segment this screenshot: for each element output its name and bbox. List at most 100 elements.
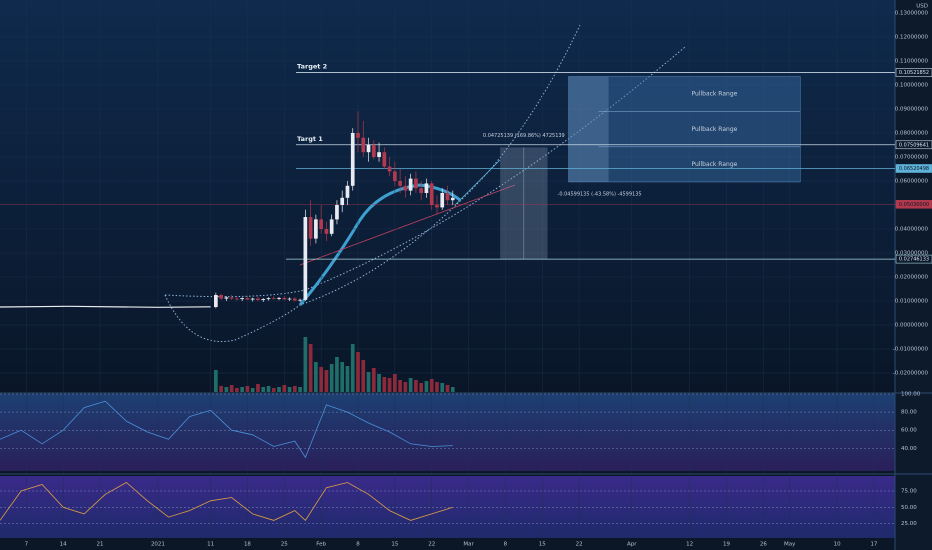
volume-bar	[245, 386, 250, 392]
level-label: 0.05030000	[899, 202, 929, 208]
candle-body	[266, 298, 271, 300]
volume-bar	[366, 372, 371, 392]
osc-tick-label: 60.00	[901, 428, 917, 434]
measure-label: -0.04599135 (-43.58%) -4599135	[558, 192, 642, 198]
volume-bar	[424, 381, 429, 392]
y-tick-label: 0.08000000	[895, 130, 929, 136]
trend-line	[299, 184, 516, 266]
osc-tick-label: 100.00	[901, 392, 921, 398]
volume-bar	[335, 357, 339, 392]
candle-body	[324, 229, 329, 234]
volume-bar	[450, 387, 455, 392]
candle-body	[340, 197, 345, 206]
candle-body	[408, 178, 413, 191]
candle-body	[356, 132, 360, 138]
volume-bar	[319, 367, 323, 392]
candle-body	[219, 295, 223, 299]
candle-body	[398, 180, 402, 186]
y-tick-label: 0.04000000	[895, 227, 929, 233]
y-tick-label: 0.07000000	[895, 154, 929, 160]
volume-bar	[250, 388, 255, 392]
volume-bar	[361, 360, 366, 392]
x-tick-label: 8	[356, 542, 360, 548]
candle-body	[393, 171, 397, 181]
x-tick-label: 14	[60, 542, 67, 548]
osc-tick-label: 50.00	[901, 505, 917, 511]
candle-body	[235, 298, 239, 300]
x-tick-label: 22	[576, 542, 583, 548]
level-tag	[895, 199, 932, 209]
volume-bar	[256, 384, 260, 392]
volume-bar	[303, 337, 308, 392]
candle-body	[303, 217, 308, 300]
stoch-line	[0, 482, 453, 522]
x-tick-label: 10	[834, 542, 841, 548]
level-tag	[895, 140, 932, 150]
volume-bar	[440, 383, 445, 392]
level-title: Targt 1	[297, 135, 323, 143]
candle-body	[277, 297, 281, 299]
volume-bar	[403, 382, 408, 392]
volume-bar	[235, 388, 239, 392]
y-tick-label: 0.09000000	[895, 106, 929, 112]
candle-body	[445, 192, 450, 201]
ema-ribbon	[298, 183, 461, 306]
candle-body	[271, 298, 276, 299]
rsi-panel	[0, 394, 895, 471]
volume-bar	[277, 387, 281, 392]
candle-body	[450, 197, 455, 201]
volume-bar	[292, 386, 297, 392]
candle-body	[292, 298, 297, 301]
osc-tick-label: 40.00	[901, 446, 917, 452]
volume-bar	[229, 385, 234, 392]
volume-bar	[356, 352, 360, 392]
candle-body	[424, 183, 429, 193]
volume-bar	[345, 366, 350, 392]
volume-bar	[314, 362, 318, 392]
level-label: 0.06520498	[899, 166, 929, 172]
candle-body	[240, 298, 245, 300]
candle-body	[308, 217, 313, 239]
candle-body	[250, 298, 255, 300]
rsi-line	[0, 400, 453, 459]
y-tick-label: 0.03000000	[895, 251, 929, 257]
x-tick-label: Apr	[627, 542, 637, 548]
x-tick-label: 26	[760, 542, 767, 548]
candle-body	[414, 178, 418, 189]
candle-body	[319, 219, 323, 230]
volume-bar	[308, 344, 313, 392]
candle-body	[314, 219, 318, 239]
candle-body	[245, 298, 250, 300]
y-tick-label: 0.01000000	[895, 299, 929, 305]
price-line	[0, 305, 211, 308]
candle-body	[361, 137, 366, 153]
volume-bar	[261, 387, 266, 392]
candle-body	[387, 166, 392, 172]
price-axis	[895, 0, 932, 550]
candle-body	[419, 188, 424, 193]
currency: USD	[916, 4, 928, 10]
volume-bar	[224, 387, 229, 392]
y-tick-label: 0.00000000	[895, 323, 929, 329]
y-tick-label: 0.06000000	[895, 178, 929, 184]
candle-body	[371, 144, 376, 157]
volume-bar	[266, 386, 271, 392]
volume-bar	[287, 387, 292, 392]
osc-tick-label: 25.00	[901, 521, 917, 527]
y-tick-label: 0.02000000	[895, 275, 929, 281]
x-tick-label: 21	[97, 542, 104, 548]
osc-tick-label: 80.00	[901, 410, 917, 416]
x-tick-label: 18	[244, 542, 251, 548]
y-tick-label: -0.01000000	[893, 347, 929, 353]
candle-body	[435, 205, 439, 208]
zone-label: Pullback Range	[691, 126, 737, 133]
candle-body	[282, 297, 287, 300]
osc-tick-label: 75.00	[901, 489, 917, 495]
candle-body	[256, 298, 260, 301]
x-tick-label: May	[784, 542, 796, 548]
stoch-panel	[0, 476, 895, 538]
candle-body	[261, 299, 266, 301]
candle-body	[229, 297, 234, 299]
x-tick-label: 15	[391, 542, 398, 548]
